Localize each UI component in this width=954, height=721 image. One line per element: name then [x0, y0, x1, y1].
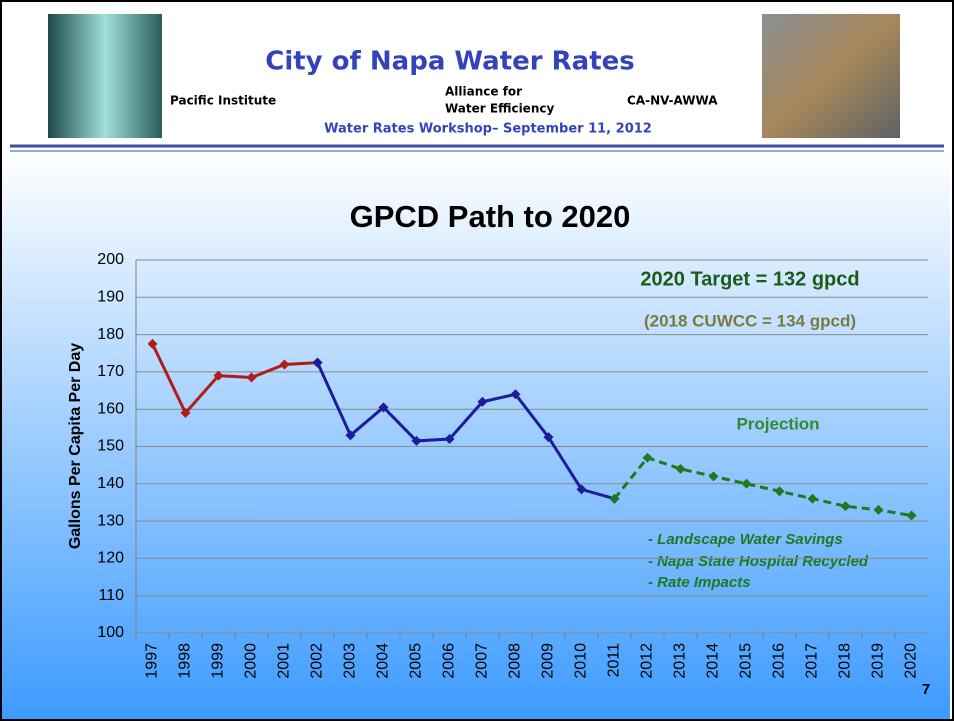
point: [576, 484, 587, 495]
point: [609, 493, 620, 504]
point: [213, 370, 224, 381]
page-number: 7: [922, 681, 930, 698]
header-org: CA-NV-AWWA: [627, 94, 718, 108]
header-org: Pacific Institute: [170, 94, 276, 108]
point: [642, 452, 653, 463]
point: [840, 501, 851, 512]
photo-pipe: [762, 14, 900, 138]
x-tick-label: 2019: [870, 643, 887, 679]
x-tick-label: 2017: [804, 643, 821, 679]
point: [180, 407, 191, 418]
annotation: - Napa State Hospital Recycled: [648, 553, 869, 570]
x-tick-label: 2009: [540, 643, 557, 679]
point: [312, 357, 323, 368]
x-tick-label: 2004: [375, 643, 392, 679]
x-tick-label: 2003: [342, 643, 359, 679]
y-tick-label: 150: [97, 438, 124, 455]
y-tick-label: 110: [98, 587, 124, 604]
y-tick-label: 200: [97, 251, 124, 268]
series-line: [613, 455, 912, 517]
x-tick-label: 2016: [771, 643, 788, 679]
x-tick-label: 2020: [903, 643, 920, 679]
y-tick-label: 180: [97, 326, 124, 343]
series-line: [316, 361, 615, 501]
point: [477, 396, 488, 407]
header-org: Water Efficiency: [445, 102, 554, 116]
x-tick-label: 2011: [606, 643, 623, 678]
point: [411, 435, 422, 446]
chart-title: GPCD Path to 2020: [350, 199, 631, 234]
x-tick-label: 2018: [837, 643, 854, 679]
x-tick-label: 1997: [144, 643, 161, 679]
y-tick-label: 140: [97, 475, 124, 492]
header-subtitle: Water Rates Workshop– September 11, 2012: [324, 122, 652, 137]
point: [147, 338, 158, 349]
y-tick-label: 170: [97, 363, 124, 380]
y-tick-label: 160: [97, 400, 124, 417]
annotation: Projection: [736, 414, 819, 433]
x-tick-label: 2015: [738, 643, 755, 679]
x-tick-label: 2001: [276, 643, 293, 679]
annotation: 2020 Target = 132 gpcd: [640, 268, 859, 290]
x-tick-label: 2014: [705, 643, 722, 679]
point: [246, 372, 257, 383]
annotation: - Landscape Water Savings: [648, 531, 843, 548]
point: [279, 359, 290, 370]
point: [378, 402, 389, 413]
x-tick-label: 2006: [441, 643, 458, 679]
annotation: - Rate Impacts: [648, 574, 751, 591]
point: [774, 486, 785, 497]
x-tick-label: 2008: [507, 643, 524, 679]
x-tick-label: 1999: [210, 643, 227, 679]
x-tick-label: 1998: [177, 643, 194, 679]
content-background: [2, 152, 950, 719]
x-tick-label: 2010: [573, 643, 590, 679]
point: [906, 510, 917, 521]
header-org: Alliance for: [445, 85, 522, 99]
point: [708, 471, 719, 482]
x-tick-label: 2005: [408, 643, 425, 679]
x-tick-label: 2012: [639, 643, 656, 679]
photo-canal: [48, 14, 162, 138]
x-tick-label: 2007: [474, 643, 491, 679]
x-tick-label: 2013: [672, 643, 689, 679]
point: [543, 432, 554, 443]
point: [444, 434, 455, 445]
annotation: (2018 CUWCC = 134 gpcd): [644, 311, 856, 330]
y-tick-label: 120: [97, 550, 124, 567]
point: [741, 478, 752, 489]
point: [675, 463, 686, 474]
point: [873, 504, 884, 515]
series-line: [151, 343, 318, 416]
header-title: City of Napa Water Rates: [265, 47, 635, 77]
point: [510, 389, 521, 400]
y-tick-label: 100: [97, 624, 124, 641]
x-tick-label: 2002: [309, 643, 326, 679]
point: [807, 493, 818, 504]
point: [345, 430, 356, 441]
y-axis-label: Gallons Per Capita Per Day: [67, 343, 84, 549]
x-tick-label: 2000: [243, 643, 260, 679]
y-tick-label: 130: [97, 512, 124, 529]
y-tick-label: 190: [97, 289, 124, 306]
